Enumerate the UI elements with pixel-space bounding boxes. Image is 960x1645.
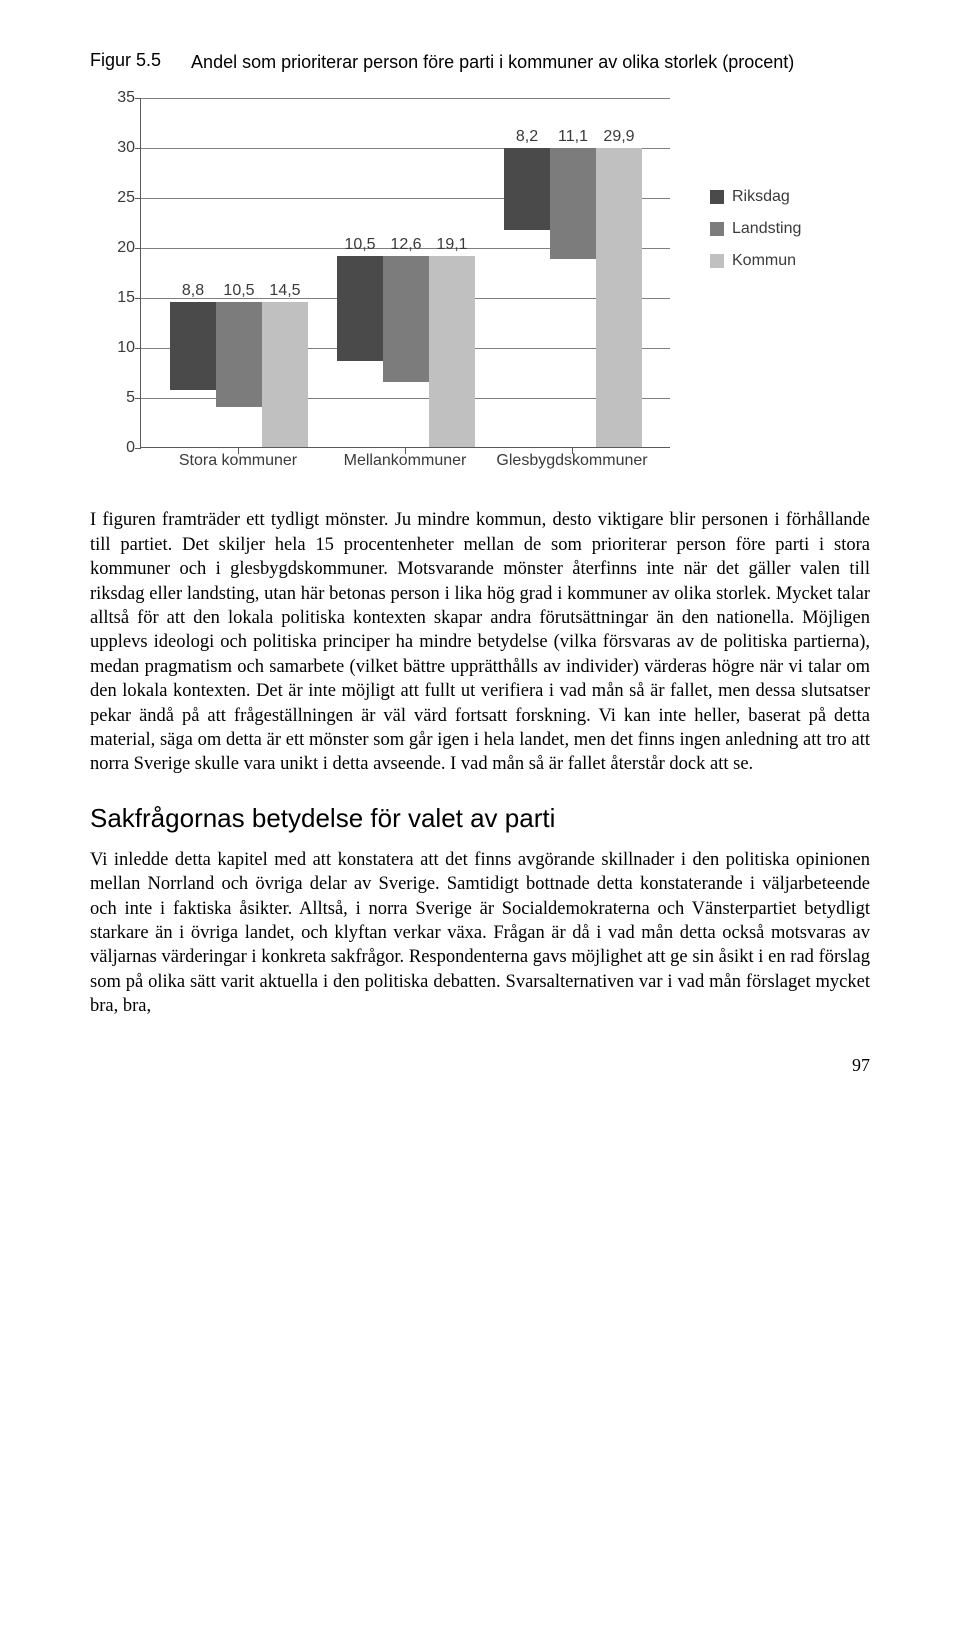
y-tick-mark xyxy=(135,98,141,99)
section-heading: Sakfrågornas betydelse för valet av part… xyxy=(90,803,870,834)
legend-item: Landsting xyxy=(710,220,801,238)
bar-group: 8,211,129,9 xyxy=(504,148,642,447)
bar-value-label: 12,6 xyxy=(390,236,421,254)
bar-fill xyxy=(337,256,383,361)
y-tick-mark xyxy=(135,148,141,149)
bar: 12,6 xyxy=(383,256,429,382)
page-number: 97 xyxy=(90,1055,870,1076)
bar-fill xyxy=(170,302,216,390)
legend-swatch xyxy=(710,222,724,236)
bar-fill xyxy=(504,148,550,230)
legend-swatch xyxy=(710,254,724,268)
bar-value-label: 8,8 xyxy=(182,282,204,300)
bar-value-label: 10,5 xyxy=(344,236,375,254)
legend-label: Landsting xyxy=(732,220,801,238)
bar-fill xyxy=(596,148,642,447)
bar-fill xyxy=(216,302,262,407)
y-tick-mark xyxy=(135,248,141,249)
y-tick-mark xyxy=(135,348,141,349)
y-tick-label: 35 xyxy=(105,89,135,107)
bar-fill xyxy=(383,256,429,382)
y-tick-label: 30 xyxy=(105,139,135,157)
bar: 8,2 xyxy=(504,148,550,230)
y-tick-mark xyxy=(135,298,141,299)
legend-item: Kommun xyxy=(710,252,801,270)
bar-fill xyxy=(429,256,475,447)
bar-fill xyxy=(262,302,308,447)
y-tick-mark xyxy=(135,398,141,399)
legend-label: Kommun xyxy=(732,252,796,270)
bar-value-label: 29,9 xyxy=(603,128,634,146)
bar-value-label: 11,1 xyxy=(558,128,588,146)
bar: 29,9 xyxy=(596,148,642,447)
plot-area: 051015202530358,810,514,510,512,619,18,2… xyxy=(140,98,670,448)
figure-heading: Figur 5.5 Andel som prioriterar person f… xyxy=(90,50,870,74)
x-category-label: Mellankommuner xyxy=(344,452,467,470)
gridline xyxy=(141,98,670,99)
bar-group: 8,810,514,5 xyxy=(170,302,308,447)
figure-label: Figur 5.5 xyxy=(90,50,161,71)
y-tick-label: 25 xyxy=(105,189,135,207)
bar-value-label: 14,5 xyxy=(269,282,300,300)
bar-group: 10,512,619,1 xyxy=(337,256,475,447)
bar: 14,5 xyxy=(262,302,308,447)
figure-caption: Andel som prioriterar person före parti … xyxy=(191,50,794,74)
x-category-label: Stora kommuner xyxy=(179,452,297,470)
bar-chart: 051015202530358,810,514,510,512,619,18,2… xyxy=(100,98,690,478)
y-tick-label: 20 xyxy=(105,239,135,257)
paragraph-1: I figuren framträder ett tydligt mönster… xyxy=(90,508,870,776)
y-tick-label: 0 xyxy=(105,439,135,457)
bar: 10,5 xyxy=(337,256,383,361)
bar: 10,5 xyxy=(216,302,262,407)
chart-container: 051015202530358,810,514,510,512,619,18,2… xyxy=(90,98,870,478)
bar: 8,8 xyxy=(170,302,216,390)
bar-value-label: 10,5 xyxy=(223,282,254,300)
legend-item: Riksdag xyxy=(710,188,801,206)
y-tick-label: 5 xyxy=(105,389,135,407)
y-tick-mark xyxy=(135,448,141,449)
x-category-label: Glesbygdskommuner xyxy=(496,452,647,470)
bar: 19,1 xyxy=(429,256,475,447)
bar: 11,1 xyxy=(550,148,596,259)
bar-value-label: 19,1 xyxy=(436,236,467,254)
legend-label: Riksdag xyxy=(732,188,790,206)
y-tick-label: 10 xyxy=(105,339,135,357)
legend: Riksdag Landsting Kommun xyxy=(710,188,801,270)
paragraph-2: Vi inledde detta kapitel med att konstat… xyxy=(90,848,870,1019)
y-tick-mark xyxy=(135,198,141,199)
y-tick-label: 15 xyxy=(105,289,135,307)
bar-value-label: 8,2 xyxy=(516,128,538,146)
legend-swatch xyxy=(710,190,724,204)
bar-fill xyxy=(550,148,596,259)
